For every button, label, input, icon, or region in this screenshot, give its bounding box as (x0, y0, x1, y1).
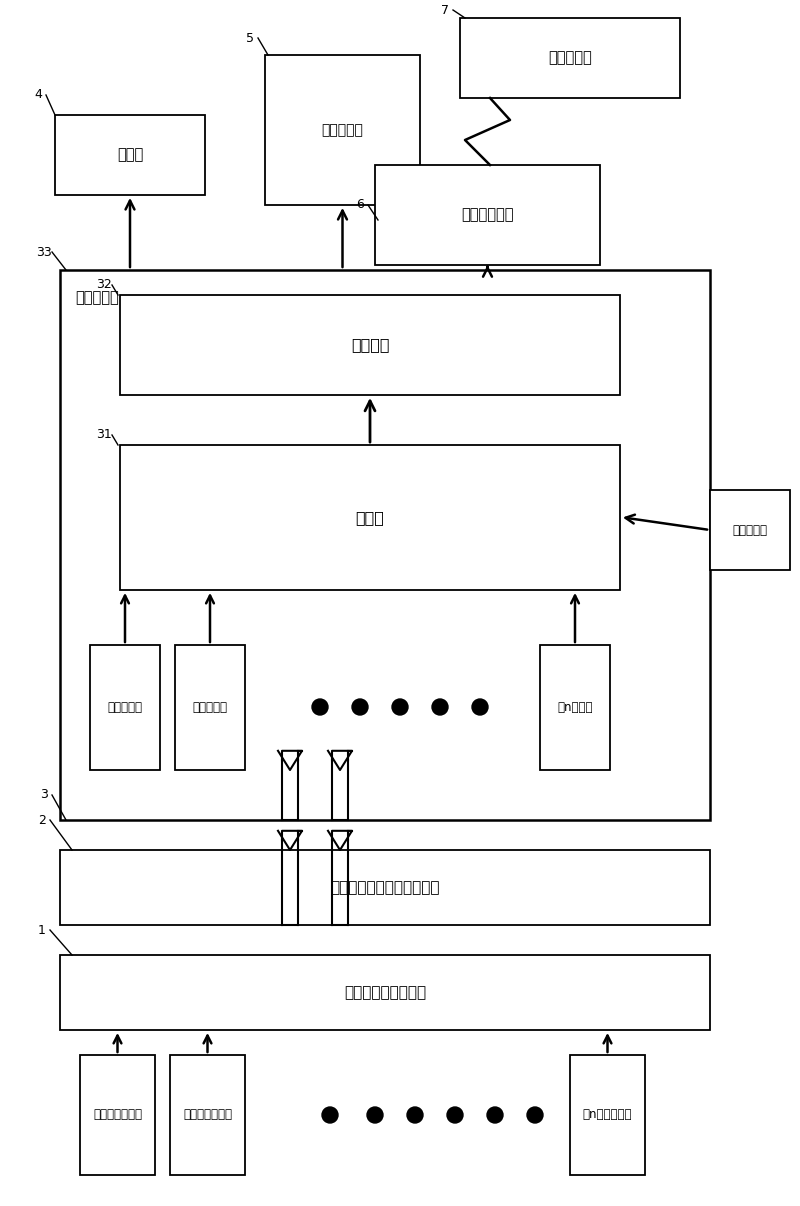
Bar (55, 115, 205, 195)
Text: 32: 32 (96, 279, 112, 292)
Text: 7: 7 (441, 4, 449, 17)
Text: 1: 1 (38, 924, 46, 937)
Circle shape (407, 1107, 423, 1123)
Bar (460, 18, 680, 98)
Circle shape (322, 1107, 338, 1123)
Bar (120, 445, 620, 590)
Text: 传感器阵列信号采集处理器: 传感器阵列信号采集处理器 (330, 880, 440, 895)
Circle shape (447, 1107, 463, 1123)
Text: 第二气体传感器: 第二气体传感器 (183, 1108, 232, 1122)
Text: 3: 3 (40, 789, 48, 802)
Circle shape (367, 1107, 383, 1123)
Text: 第二修正器: 第二修正器 (193, 701, 227, 714)
Text: 第一气体传感器: 第一气体传感器 (93, 1108, 142, 1122)
Bar (710, 490, 790, 570)
Bar (80, 1055, 155, 1175)
Bar (540, 645, 610, 769)
Circle shape (392, 699, 408, 715)
Text: 6: 6 (356, 199, 364, 211)
Bar (60, 955, 710, 1030)
Bar (570, 1055, 645, 1175)
Circle shape (487, 1107, 503, 1123)
Bar (90, 645, 160, 769)
Text: 中央处理器: 中央处理器 (75, 289, 118, 305)
Text: 温湿度模块: 温湿度模块 (733, 523, 767, 537)
Text: 显示器: 显示器 (117, 147, 143, 163)
Text: 神经网络: 神经网络 (350, 338, 390, 352)
Text: 31: 31 (96, 428, 112, 441)
Text: 第n气体传感器: 第n气体传感器 (582, 1108, 632, 1122)
Text: 声光报警器: 声光报警器 (322, 123, 363, 137)
Text: 5: 5 (246, 31, 254, 45)
Text: 第n修正器: 第n修正器 (558, 701, 593, 714)
Bar (175, 645, 245, 769)
Text: 4: 4 (34, 88, 42, 101)
Bar (60, 270, 710, 820)
Circle shape (472, 699, 488, 715)
Text: 无线发射模块: 无线发射模块 (462, 207, 514, 222)
Text: 空气净化器: 空气净化器 (548, 51, 592, 65)
Bar (170, 1055, 245, 1175)
Circle shape (527, 1107, 543, 1123)
Circle shape (352, 699, 368, 715)
Bar (265, 55, 420, 205)
Bar (60, 850, 710, 925)
Bar (120, 295, 620, 396)
Text: 传感器阵列驱动电路: 传感器阵列驱动电路 (344, 985, 426, 1000)
Text: 33: 33 (36, 246, 52, 258)
Text: 变换器: 变换器 (355, 510, 385, 525)
Text: 第一修正器: 第一修正器 (107, 701, 142, 714)
Text: 2: 2 (38, 814, 46, 826)
Bar (375, 165, 600, 265)
Circle shape (312, 699, 328, 715)
Circle shape (432, 699, 448, 715)
